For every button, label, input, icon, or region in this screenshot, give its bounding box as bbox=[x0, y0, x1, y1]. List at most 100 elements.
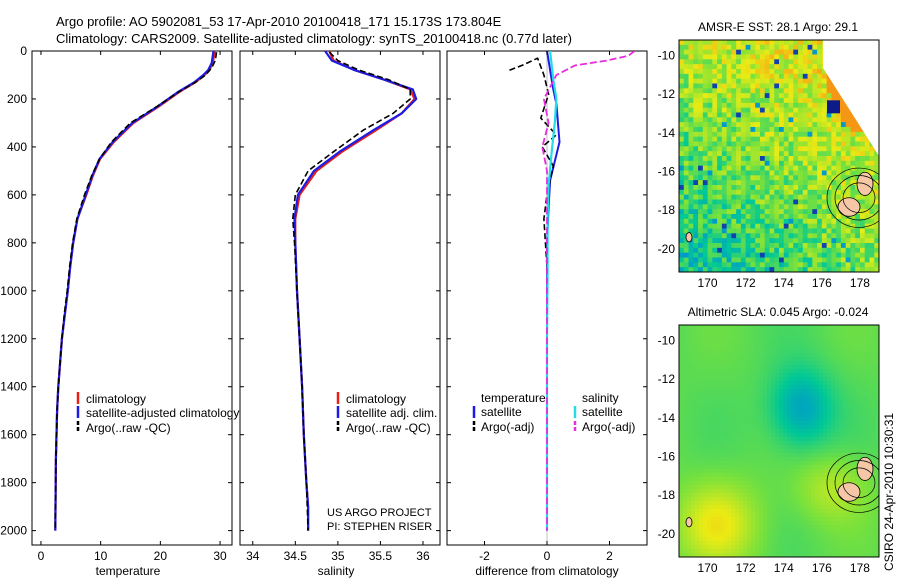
map-cell bbox=[691, 409, 696, 414]
map-cell bbox=[679, 521, 684, 526]
map-cell bbox=[843, 469, 848, 474]
map-cell bbox=[695, 325, 700, 330]
map-cell bbox=[779, 517, 784, 522]
map-cell bbox=[691, 437, 696, 442]
map-cell bbox=[759, 501, 764, 506]
map-cell bbox=[817, 257, 823, 263]
map-cell bbox=[679, 194, 685, 201]
map-cell bbox=[783, 341, 788, 346]
map-cell bbox=[875, 529, 879, 534]
map-cell bbox=[755, 151, 761, 157]
map-cell bbox=[683, 170, 690, 176]
map-cell bbox=[869, 209, 875, 215]
cold-pixel-block bbox=[827, 100, 840, 114]
map-cell bbox=[688, 189, 694, 196]
map-cell bbox=[715, 429, 720, 434]
map-cell bbox=[827, 473, 832, 478]
map-cell bbox=[845, 141, 852, 147]
map-cell bbox=[759, 54, 766, 60]
map-cell bbox=[698, 69, 704, 75]
map-cell bbox=[702, 185, 709, 191]
map-cell bbox=[823, 373, 828, 378]
map-cell bbox=[693, 209, 699, 215]
map-cell bbox=[715, 509, 720, 514]
map-cell bbox=[799, 385, 804, 390]
map-cell bbox=[783, 146, 790, 152]
map-cell bbox=[874, 160, 879, 167]
map-cell bbox=[731, 257, 737, 263]
map-cell bbox=[683, 377, 688, 382]
map-cell bbox=[835, 341, 840, 346]
map-cell bbox=[683, 513, 688, 518]
map-cell bbox=[735, 377, 740, 382]
map-cell bbox=[802, 49, 809, 56]
map-cell bbox=[802, 78, 809, 85]
map-cell bbox=[799, 429, 804, 434]
map-cell bbox=[802, 83, 809, 89]
map-cell bbox=[755, 185, 761, 191]
map-cell bbox=[836, 131, 842, 138]
map-cell bbox=[787, 377, 792, 382]
map-cell bbox=[802, 247, 809, 254]
map-cell bbox=[779, 493, 784, 498]
map-cell bbox=[763, 401, 768, 406]
map-cell bbox=[798, 49, 804, 56]
map-cell bbox=[688, 54, 694, 60]
map-cell bbox=[726, 209, 732, 215]
map-cell bbox=[815, 449, 820, 454]
map-cell bbox=[823, 529, 828, 534]
map-cell bbox=[751, 417, 756, 422]
map-cell bbox=[702, 88, 709, 94]
map-cell bbox=[747, 457, 752, 462]
map-cell bbox=[831, 533, 836, 538]
map-cell bbox=[721, 64, 728, 70]
map-cell bbox=[727, 353, 732, 358]
map-cell bbox=[750, 78, 756, 85]
map-cell bbox=[691, 497, 696, 502]
map-cell bbox=[751, 481, 756, 486]
map-cell bbox=[715, 341, 720, 346]
map-cell bbox=[836, 218, 842, 225]
map-cell bbox=[871, 361, 876, 366]
map-cell bbox=[769, 117, 775, 123]
map-cell bbox=[799, 525, 804, 530]
map-cell bbox=[787, 393, 792, 398]
map-cell bbox=[779, 349, 784, 354]
map-cell bbox=[687, 337, 692, 342]
map-cell bbox=[736, 102, 742, 109]
map-cell bbox=[711, 489, 716, 494]
map-cell bbox=[783, 98, 790, 104]
map-cell bbox=[859, 517, 864, 522]
map-cell bbox=[788, 146, 794, 152]
map-cell bbox=[747, 365, 752, 370]
x-tick-label: 2 bbox=[606, 549, 613, 563]
map-cell bbox=[839, 517, 844, 522]
map-cell bbox=[815, 361, 820, 366]
map-cell bbox=[774, 117, 780, 123]
map-cell bbox=[775, 517, 780, 522]
map-cell bbox=[871, 477, 876, 482]
map-cell bbox=[683, 393, 688, 398]
map-cell bbox=[767, 449, 772, 454]
map-cell bbox=[743, 357, 748, 362]
map-cell bbox=[774, 54, 780, 60]
map-cell bbox=[747, 465, 752, 470]
map-cell bbox=[819, 329, 824, 334]
map-cell bbox=[839, 509, 844, 514]
map-cell bbox=[791, 517, 796, 522]
map-cell bbox=[736, 228, 742, 234]
map-cell bbox=[707, 485, 712, 490]
map-cell bbox=[791, 349, 796, 354]
map-cell bbox=[711, 381, 716, 386]
map-cell bbox=[719, 357, 724, 362]
map-cell bbox=[707, 521, 712, 526]
map-cell bbox=[851, 357, 856, 362]
map-cell bbox=[802, 165, 809, 172]
map-cell bbox=[835, 405, 840, 410]
map-cell bbox=[687, 345, 692, 350]
map-cell bbox=[759, 473, 764, 478]
map-cell bbox=[839, 361, 844, 366]
map-cell bbox=[851, 473, 856, 478]
map-cell bbox=[715, 361, 720, 366]
map-cell bbox=[871, 493, 876, 498]
